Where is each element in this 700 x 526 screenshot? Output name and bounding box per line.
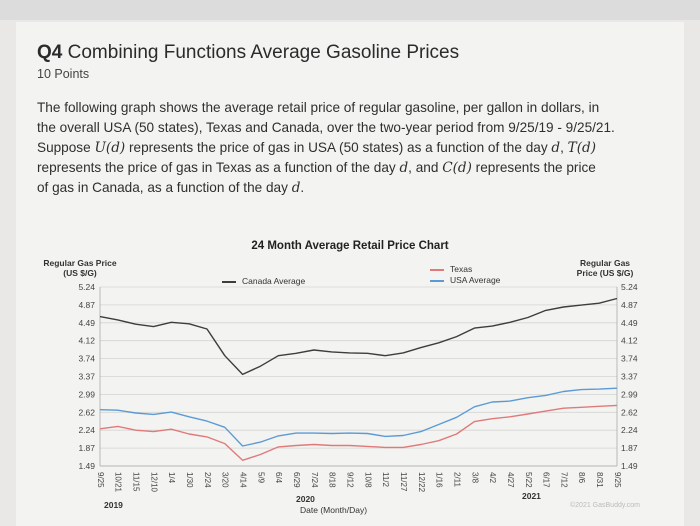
x-tick-label: 1/30 [185, 472, 194, 488]
year-label-2020: 2020 [296, 494, 315, 504]
x-tick-label: 9/12 [345, 472, 354, 488]
y-tick-right: 2.24 [621, 425, 638, 435]
question-title-text: Combining Functions Average Gasoline Pri… [62, 42, 460, 63]
x-tick-label: 11/27 [399, 472, 408, 492]
function-u: U(d) [94, 140, 126, 156]
x-tick-label: 4/27 [506, 472, 515, 488]
legend-usa: USA Average [430, 275, 500, 285]
series-line-usa-average [99, 387, 618, 447]
x-tick-label: 11/15 [132, 472, 141, 492]
x-tick-label: 1/16 [435, 472, 444, 488]
y-tick-left: 3.37 [78, 372, 95, 382]
x-tick-label: 11/2 [381, 472, 390, 488]
function-c: C(d) [442, 160, 472, 176]
y-tick-right: 1.49 [621, 461, 638, 471]
function-t: T(d) [567, 140, 597, 156]
x-axis-label: Date (Month/Day) [300, 505, 368, 515]
y-tick-right: 4.87 [621, 300, 638, 310]
x-tick-label: 10/8 [363, 472, 372, 488]
x-tick-label: 5/9 [256, 472, 265, 484]
x-tick-label: 3/8 [470, 472, 479, 484]
x-tick-label: 9/25 [613, 472, 622, 488]
question-text: The following graph shows the average re… [37, 98, 662, 198]
watermark: ©2021 GasBuddy.com [570, 502, 641, 509]
question-line-5: of gas in Canada, as a function of the d… [37, 180, 305, 196]
y-tick-right: 3.74 [621, 354, 638, 364]
x-tick-label: 6/17 [542, 472, 551, 488]
x-tick-label: 4/14 [239, 472, 248, 488]
y-tick-right: 2.62 [621, 407, 638, 417]
legend-texas: Texas [430, 264, 472, 274]
x-tick-label: 1/4 [167, 472, 176, 484]
points-label: 10 Points [37, 67, 90, 81]
question-number: Q4 [37, 42, 63, 63]
legend-canada-swatch [222, 280, 236, 283]
x-tick-label: 6/29 [292, 472, 301, 488]
question-title: Q4 Combining Functions Average Gasoline … [37, 42, 459, 64]
x-tick-label: 4/2 [488, 472, 497, 484]
y-tick-right: 4.12 [621, 336, 638, 346]
x-tick-label: 12/22 [417, 472, 426, 493]
y-tick-left: 3.74 [78, 354, 95, 364]
question-line-2: the overall USA (50 states), Texas and C… [37, 120, 615, 135]
y-tick-right: 4.49 [621, 318, 638, 328]
y-tick-right: 2.99 [621, 389, 638, 399]
series-line-texas [99, 404, 618, 461]
y-tick-left: 5.24 [78, 282, 95, 292]
legend-texas-label: Texas [450, 264, 473, 274]
legend-canada: Canada Average [222, 276, 305, 286]
series-line-canada-average [99, 297, 618, 376]
legend-canada-label: Canada Average [242, 276, 306, 286]
x-tick-label: 9/25 [96, 472, 105, 488]
right-axis-label: Regular Gas Price (US $/G) [576, 258, 634, 278]
x-tick-label: 8/6 [577, 472, 586, 484]
browser-top-strip [0, 0, 700, 20]
question-line-1: The following graph shows the average re… [37, 100, 600, 115]
chart-title: 24 Month Average Retail Price Chart [251, 240, 449, 252]
x-tick-label: 2/24 [203, 472, 212, 488]
x-tick-label: 8/18 [328, 472, 337, 488]
question-line-3: Suppose U(d) represents the price of gas… [37, 140, 597, 156]
y-tick-left: 4.49 [78, 318, 95, 328]
year-label-2021: 2021 [522, 491, 541, 501]
x-tick-label: 10/21 [114, 472, 123, 493]
x-tick-label: 5/22 [524, 472, 533, 488]
x-tick-label: 3/20 [221, 472, 230, 488]
y-tick-left: 4.12 [78, 336, 95, 346]
y-tick-left: 1.87 [78, 443, 95, 453]
question-line-4: represents the price of gas in Texas as … [37, 160, 596, 176]
legend-usa-label: USA Average [450, 275, 501, 285]
x-tick-label: 8/31 [595, 472, 604, 488]
x-tick-label: 2/11 [452, 472, 461, 488]
left-axis-label: Regular Gas Price (US $/G) [43, 258, 117, 278]
y-tick-left: 4.87 [78, 300, 95, 310]
y-tick-left: 1.49 [78, 461, 95, 471]
legend-texas-swatch [430, 268, 444, 271]
x-tick-label: 7/24 [310, 472, 319, 488]
question-card [16, 22, 684, 526]
y-tick-right: 3.37 [621, 372, 638, 382]
y-tick-left: 2.62 [78, 407, 95, 417]
x-tick-label: 6/4 [274, 472, 283, 484]
x-tick-label: 7/12 [559, 472, 568, 488]
legend-usa-swatch [430, 279, 444, 282]
x-tick-label: 12/10 [149, 472, 158, 493]
y-tick-right: 5.24 [621, 282, 638, 292]
y-tick-right: 1.87 [621, 443, 638, 453]
year-label-2019: 2019 [104, 500, 123, 510]
y-tick-left: 2.99 [78, 389, 95, 399]
y-tick-left: 2.24 [78, 425, 95, 435]
